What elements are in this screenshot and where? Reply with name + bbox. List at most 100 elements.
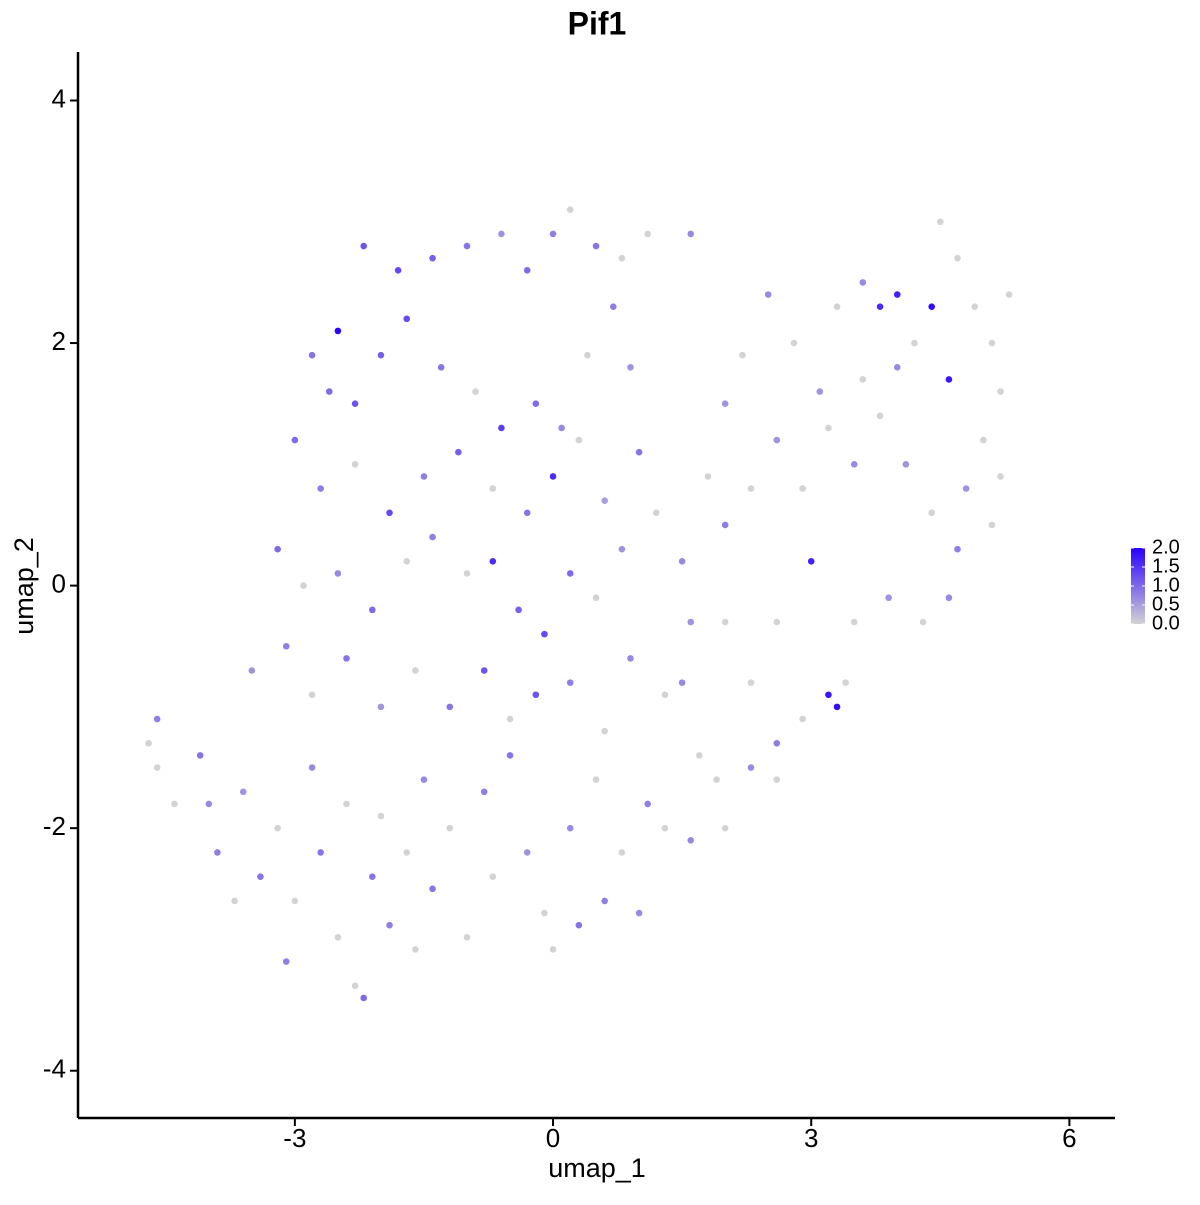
point [696,752,703,759]
point [825,424,832,432]
point [515,606,522,614]
point [532,400,540,407]
point [816,388,824,395]
point [876,412,884,420]
point [317,485,324,492]
point [351,400,359,407]
point [386,509,393,517]
point [403,315,411,323]
point [541,909,548,917]
colorbar-label: 0.0 [1152,612,1180,634]
point [584,351,591,359]
point [549,473,557,480]
chart-title: Pif1 [568,5,627,41]
point [308,351,316,359]
x-tick-label: -3 [283,1123,306,1153]
point [721,521,729,529]
point [566,570,574,577]
point [377,351,385,359]
point [463,570,471,577]
y-axis-label: umap_2 [9,537,39,635]
point [1005,291,1013,298]
colorbar-label: 1.5 [1152,555,1180,577]
point [480,667,488,674]
point [429,533,436,541]
colorbar-label: 0.5 [1152,593,1180,615]
point [713,776,720,783]
point [592,776,600,783]
point [274,545,281,553]
point [282,958,290,965]
point [678,558,686,565]
colorbar [1131,548,1145,624]
point [446,824,454,832]
point [455,448,462,456]
point [825,691,832,699]
point [446,703,454,711]
point [523,849,531,856]
point [429,885,436,893]
point [196,752,204,759]
point [351,982,359,990]
colorbar-label: 1.0 [1152,574,1180,596]
point [558,424,565,432]
point [627,364,634,371]
point [635,448,643,456]
point [618,254,626,262]
point [627,655,634,662]
point [919,618,927,626]
point [394,266,402,274]
point [498,424,505,432]
point [721,400,729,407]
point [687,618,695,626]
point [799,715,806,723]
point [945,376,953,383]
point [592,242,600,250]
point [747,679,755,686]
point [549,230,557,238]
point [153,715,161,723]
y-tick-label: -4 [43,1054,66,1084]
point [928,509,935,517]
point [833,303,841,310]
point [962,485,970,492]
point [988,521,996,529]
point [300,582,307,589]
point [635,909,643,917]
point [687,230,695,238]
point [231,897,238,905]
point [747,764,755,771]
point [205,800,213,808]
point [360,242,368,250]
point [790,339,798,347]
point [566,679,574,686]
point [601,897,608,905]
point [489,485,497,492]
point [988,339,996,347]
point [575,921,583,929]
point [532,691,540,699]
point [377,812,385,820]
colorbar-label: 2.0 [1152,536,1180,558]
point [928,303,935,310]
point [833,703,841,711]
point [334,327,342,335]
x-tick-label: 6 [1062,1123,1076,1153]
point [351,461,359,468]
y-tick-label: -2 [43,811,66,841]
point [145,739,152,747]
x-axis-label: umap_1 [548,1153,646,1183]
point [549,946,557,953]
point [661,824,669,832]
point [954,254,961,262]
x-tick-label: 3 [804,1123,818,1153]
point [171,800,178,808]
point [325,388,333,395]
point [644,230,652,238]
point [214,849,221,856]
point [489,558,497,565]
point [334,934,342,941]
point [773,618,781,626]
point [463,934,471,941]
